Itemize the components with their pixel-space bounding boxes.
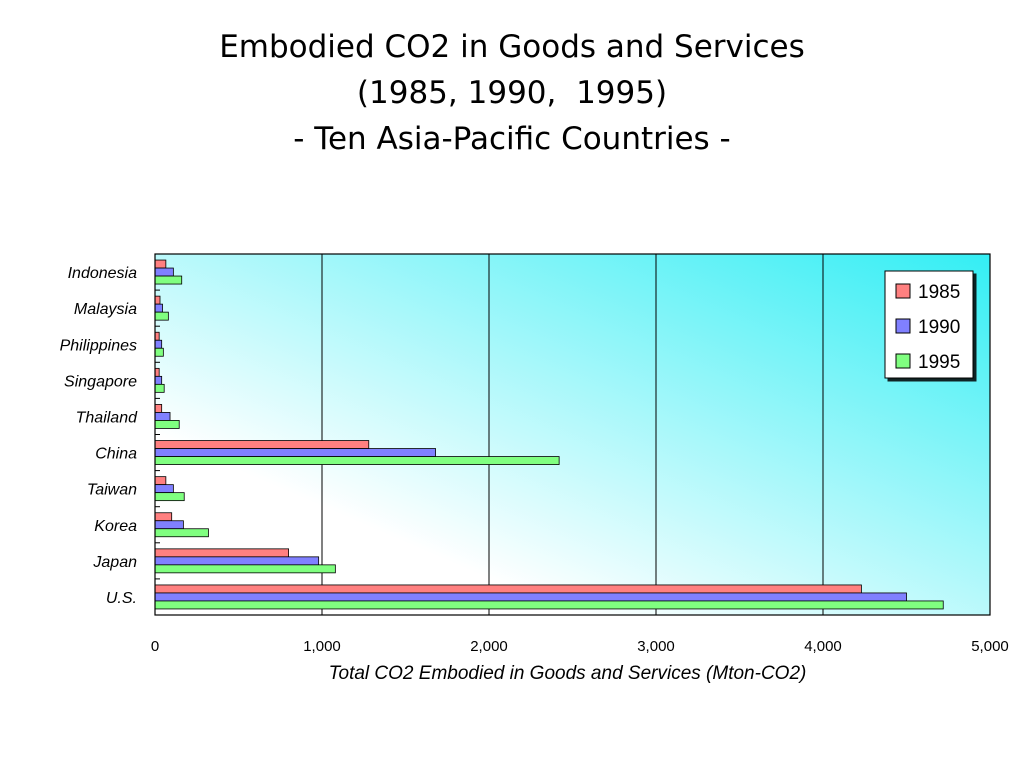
bar-taiwan-1995 bbox=[154, 492, 185, 502]
category-label: Korea bbox=[94, 518, 137, 535]
bar-thailand-1985 bbox=[154, 404, 163, 413]
category-label: Indonesia bbox=[68, 265, 137, 282]
plot-area bbox=[155, 254, 990, 615]
bar-philippines-1985 bbox=[154, 331, 160, 341]
x-tick-label: 0 bbox=[151, 638, 159, 655]
bar-singapore-1995 bbox=[154, 383, 165, 393]
bar-japan-1995 bbox=[154, 564, 336, 574]
x-axis-label: Total CO2 Embodied in Goods and Services… bbox=[329, 663, 807, 684]
legend-swatch-1990 bbox=[895, 318, 911, 334]
bar-singapore-1990 bbox=[154, 375, 163, 385]
bar-us-1995 bbox=[154, 600, 944, 610]
x-tick-label: 3,000 bbox=[637, 638, 675, 655]
bar-us-1985 bbox=[154, 584, 862, 594]
bar-philippines-1990 bbox=[154, 339, 163, 349]
category-label: Philippines bbox=[60, 337, 137, 354]
bar-korea-1990 bbox=[154, 520, 184, 530]
bar-indonesia-1985 bbox=[154, 259, 167, 269]
category-label: Malaysia bbox=[74, 301, 137, 318]
bar-indonesia-1995 bbox=[154, 275, 183, 285]
bar-malaysia-1985 bbox=[154, 295, 161, 305]
category-label: Japan bbox=[92, 554, 137, 571]
bar-taiwan-1990 bbox=[154, 484, 174, 494]
category-label: Taiwan bbox=[87, 482, 137, 499]
category-label: Singapore bbox=[64, 373, 137, 390]
title-line-3: - Ten Asia-Pacific Countries - bbox=[293, 121, 731, 157]
bar-japan-1990 bbox=[154, 556, 320, 566]
x-tick-label: 4,000 bbox=[804, 638, 842, 655]
bar-us-1990 bbox=[154, 592, 907, 602]
bar-singapore-1985 bbox=[154, 367, 160, 377]
legend-swatch-1995 bbox=[895, 353, 911, 369]
bar-china-1995 bbox=[154, 456, 560, 465]
bar-thailand-1995 bbox=[154, 420, 180, 429]
x-tick-label: 5,000 bbox=[971, 638, 1009, 655]
legend: 1985 1990 1995 bbox=[884, 270, 974, 379]
legend-label-1995: 1995 bbox=[918, 352, 960, 373]
legend-label-1985: 1985 bbox=[918, 282, 960, 303]
plot-border bbox=[154, 253, 991, 616]
title-line-2: (1985, 1990, 1995) bbox=[356, 75, 668, 111]
category-label: U.S. bbox=[106, 590, 137, 607]
bar-taiwan-1985 bbox=[154, 476, 167, 486]
title-line-1: Embodied CO2 in Goods and Services bbox=[219, 29, 805, 65]
bar-philippines-1995 bbox=[154, 347, 164, 357]
x-tick-label: 2,000 bbox=[470, 638, 508, 655]
bar-korea-1985 bbox=[154, 512, 173, 522]
bar-japan-1985 bbox=[154, 548, 290, 558]
legend-swatch-1985 bbox=[895, 283, 911, 299]
bar-china-1985 bbox=[154, 440, 370, 449]
bar-malaysia-1990 bbox=[154, 303, 163, 313]
category-label: Thailand bbox=[76, 409, 138, 426]
bar-thailand-1990 bbox=[154, 412, 171, 421]
category-label: China bbox=[95, 446, 137, 463]
x-tick-label: 1,000 bbox=[303, 638, 341, 655]
bar-china-1990 bbox=[154, 448, 436, 457]
chart-title: Embodied CO2 in Goods and Services (1985… bbox=[0, 24, 1024, 162]
bar-malaysia-1995 bbox=[154, 311, 169, 321]
bar-korea-1995 bbox=[154, 528, 209, 538]
legend-label-1990: 1990 bbox=[918, 317, 960, 338]
bar-indonesia-1990 bbox=[154, 267, 174, 277]
